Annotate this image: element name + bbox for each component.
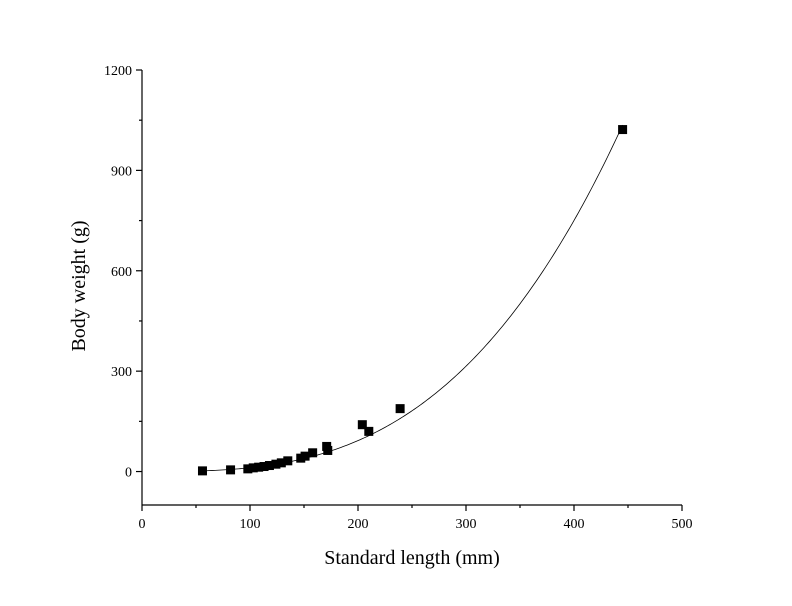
data-point	[276, 458, 286, 468]
data-points	[197, 125, 628, 476]
y-axis-title: Body weight (g)	[68, 220, 90, 351]
y-tick-labels: 0 300 600 900 1200	[104, 64, 132, 481]
data-point	[197, 466, 207, 476]
y-tick-label: 0	[125, 466, 132, 481]
data-point	[364, 426, 374, 436]
fit-curve	[202, 124, 623, 472]
x-tick-labels: 0 100 200 300 400 500	[139, 517, 693, 532]
x-ticks	[141, 505, 683, 511]
data-point	[308, 448, 318, 458]
data-point	[248, 463, 258, 473]
y-ticks	[136, 69, 142, 473]
data-point	[226, 465, 236, 475]
data-point	[264, 461, 274, 471]
y-tick-label: 300	[111, 365, 132, 380]
data-point	[395, 404, 405, 414]
x-tick-label: 400	[564, 517, 585, 532]
y-tick-label: 600	[111, 265, 132, 280]
x-tick-label: 300	[456, 517, 477, 532]
x-tick-label: 200	[348, 517, 369, 532]
data-point	[618, 125, 628, 135]
data-point	[243, 464, 253, 474]
data-point	[254, 462, 264, 472]
data-point	[323, 445, 333, 455]
data-point	[357, 420, 367, 430]
axes	[141, 70, 682, 506]
x-tick-label: 100	[240, 517, 261, 532]
x-tick-label: 500	[672, 517, 693, 532]
x-axis-title: Standard length (mm)	[324, 547, 500, 569]
x-tick-label: 0	[139, 517, 146, 532]
y-tick-label: 900	[111, 164, 132, 179]
data-point	[259, 462, 269, 472]
data-point	[283, 456, 293, 466]
y-tick-label: 1200	[104, 64, 132, 79]
data-point	[271, 459, 281, 469]
data-point	[300, 451, 310, 461]
